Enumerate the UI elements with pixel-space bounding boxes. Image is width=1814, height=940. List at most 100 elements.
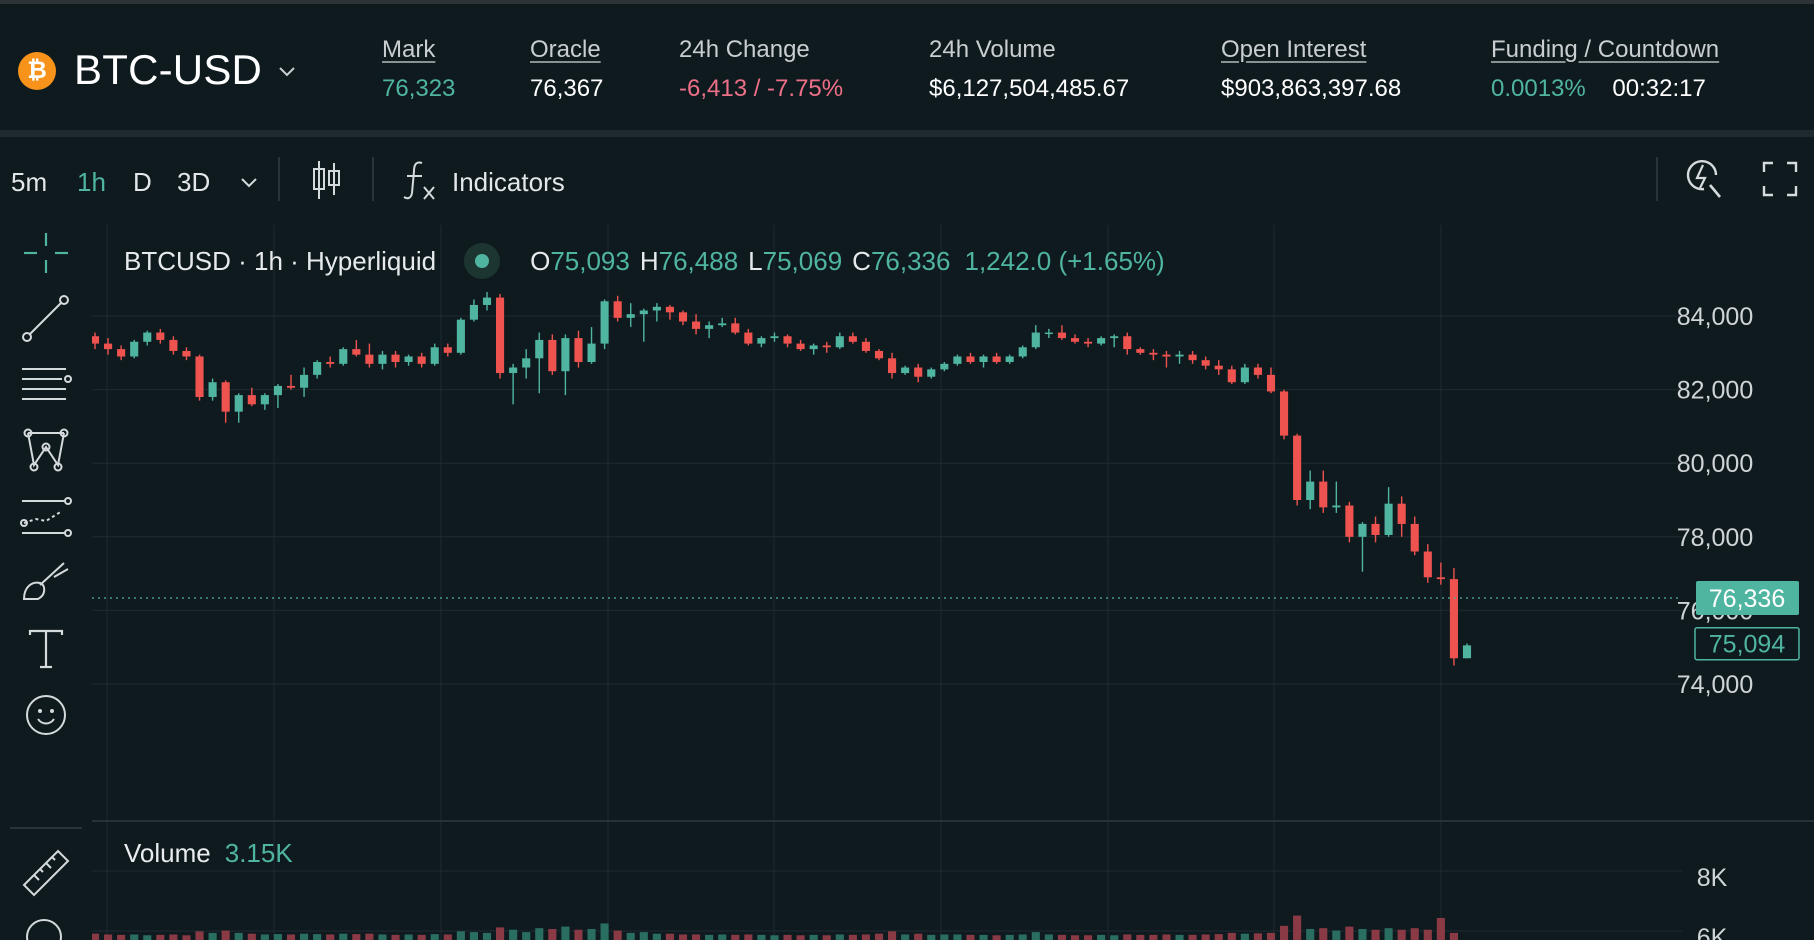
y-tick-label: 74,000	[1677, 671, 1753, 699]
stat-label[interactable]: Open Interest	[1221, 36, 1367, 63]
close-label: C	[852, 245, 871, 276]
fib-icon[interactable]	[18, 357, 74, 413]
volume-bar	[1084, 935, 1093, 940]
volume-bar	[1149, 934, 1158, 940]
stat-oracle: Oracle 76,367	[530, 36, 603, 103]
indicators-button[interactable]: Indicators	[452, 167, 565, 197]
candle-body	[561, 338, 570, 372]
close-value: 76,336	[870, 245, 951, 276]
stat-label[interactable]: Mark	[382, 36, 436, 63]
status-indicator[interactable]	[464, 243, 501, 279]
volume-bar	[770, 935, 779, 940]
candle-body	[509, 367, 518, 374]
volume-bar	[469, 932, 478, 940]
candle-body	[1097, 338, 1106, 344]
chevron-down-icon[interactable]	[238, 171, 260, 193]
volume-bar	[1319, 928, 1328, 940]
candle-body	[169, 339, 178, 351]
candle-body	[1371, 523, 1380, 535]
crosshair-icon[interactable]	[18, 225, 74, 281]
candle-body	[130, 341, 139, 357]
volume-bar	[1214, 934, 1223, 940]
pattern-icon[interactable]	[18, 423, 74, 479]
text-icon[interactable]	[18, 621, 74, 677]
volume-bar	[300, 933, 309, 940]
candle-body	[300, 374, 309, 388]
high-value: 76,488	[658, 245, 739, 276]
volume-bar	[652, 933, 661, 940]
price-chart[interactable]: 84,00082,00080,00078,00074,00076,0008K6K…	[92, 225, 1814, 940]
stat-value: $6,127,504,485.67	[929, 75, 1130, 102]
stat-mark: Mark 76,323	[382, 36, 455, 103]
timeframe-1h[interactable]: 1h	[77, 167, 106, 197]
alert-icon[interactable]	[1684, 157, 1724, 203]
timeframe-3d[interactable]: 3D	[177, 167, 211, 197]
candle-body	[1018, 347, 1027, 357]
function-icon[interactable]	[402, 159, 440, 201]
volume-value: 3.15K	[224, 838, 293, 868]
volume-bar	[705, 934, 714, 940]
volume-bar	[548, 928, 557, 940]
candle-body	[117, 349, 126, 357]
volume-bar	[678, 934, 688, 940]
candle-body	[809, 345, 818, 350]
candle-body	[391, 354, 400, 362]
volume-bar	[979, 934, 988, 940]
candle-body	[378, 354, 387, 364]
volume-bar	[835, 934, 844, 940]
chevron-down-icon[interactable]	[276, 60, 298, 82]
stat-label[interactable]: Oracle	[530, 36, 601, 63]
candle-body	[1136, 349, 1145, 353]
ruler-icon[interactable]	[18, 845, 74, 901]
candle-body	[1005, 356, 1014, 362]
candle-body	[1293, 435, 1302, 500]
candle-body	[1162, 354, 1171, 357]
volume-bar	[992, 935, 1001, 940]
volume-bar	[822, 935, 831, 940]
volume-bar	[888, 931, 897, 940]
forecast-icon[interactable]	[18, 489, 74, 545]
emoji-icon[interactable]	[18, 687, 74, 743]
candle-body	[339, 349, 348, 364]
volume-bar	[809, 934, 818, 940]
timeframe-5m[interactable]: 5m	[11, 167, 48, 197]
market-symbol[interactable]: BTC-USD	[74, 46, 263, 93]
candle-body	[1240, 367, 1249, 383]
candle-body	[901, 367, 910, 374]
toolbar-divider	[372, 157, 374, 201]
candle-body	[783, 336, 792, 344]
candle-body	[1057, 332, 1066, 339]
volume-bar	[169, 934, 178, 940]
volume-bar	[874, 933, 884, 940]
candle-body	[822, 345, 831, 348]
candle-body	[313, 362, 322, 375]
candle-body	[548, 339, 557, 372]
zoom-icon[interactable]	[18, 911, 74, 940]
timeframe-d[interactable]: D	[133, 167, 152, 197]
candle-body	[535, 339, 544, 359]
candle-body	[208, 382, 217, 397]
tools-divider	[10, 827, 82, 829]
stat-label[interactable]: Funding / Countdown	[1491, 36, 1720, 63]
volume-bar	[104, 934, 113, 940]
candle-body	[1319, 481, 1328, 508]
candle-body	[1332, 505, 1341, 508]
fullscreen-icon[interactable]	[1762, 161, 1798, 197]
volume-bar	[378, 934, 387, 940]
trendline-icon[interactable]	[18, 291, 74, 347]
candle-body	[600, 301, 609, 344]
brush-icon[interactable]	[18, 555, 74, 611]
volume-bar	[783, 934, 792, 940]
volume-bar	[1358, 928, 1367, 940]
candle-body	[352, 349, 361, 355]
volume-bar	[1044, 934, 1053, 940]
stat-label: 24h Change	[679, 36, 810, 63]
candle-body	[1280, 391, 1289, 436]
candle-body	[1227, 369, 1236, 383]
volume-bar	[92, 933, 100, 940]
volume-bar	[1280, 925, 1289, 940]
volume-tick-label: 8K	[1697, 864, 1728, 892]
candlestick-icon[interactable]	[310, 159, 342, 201]
candle-body	[1423, 551, 1432, 578]
candle-body	[639, 310, 648, 315]
